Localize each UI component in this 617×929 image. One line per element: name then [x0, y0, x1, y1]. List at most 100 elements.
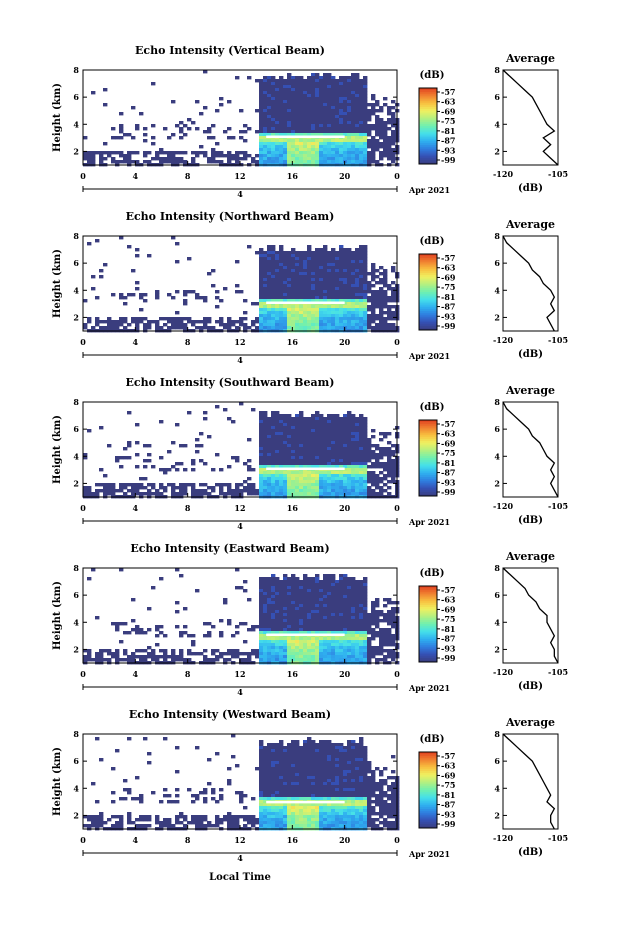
colorbar-band	[419, 297, 437, 301]
colorbar-tick-label: -57	[441, 87, 455, 97]
panel-3: Echo Intensity (Southward Beam) 2 4 6 8 Heigh…	[52, 376, 568, 531]
average-x-tick-label: -105	[548, 169, 568, 179]
average-frame	[502, 401, 559, 498]
colorbar-band	[419, 437, 437, 440]
panel-title: Echo Intensity (Vertical Beam)	[135, 44, 325, 57]
colorbar-band	[419, 118, 437, 121]
colorbar-tick-label: -63	[441, 97, 456, 107]
colorbar-band	[419, 148, 437, 152]
colorbar-unit: (dB)	[420, 70, 445, 81]
colorbar-band	[419, 478, 437, 482]
colorbar-band	[419, 799, 437, 802]
colorbar-tick-label: -99	[441, 487, 456, 497]
colorbar-band	[419, 820, 437, 823]
colorbar-band	[419, 162, 437, 165]
panel-5: Echo Intensity (Westward Beam) 2 4 6 8 Height…	[52, 708, 568, 863]
colorbar-band	[419, 257, 437, 261]
colorbar-band	[419, 591, 437, 595]
colorbar-band	[419, 259, 437, 263]
colorbar-band	[419, 595, 437, 598]
colorbar-band	[419, 589, 437, 593]
colorbar-tick-label: -57	[441, 419, 455, 429]
colorbar-band	[419, 129, 437, 133]
colorbar-band	[419, 620, 437, 623]
colorbar-tick-label: -75	[441, 780, 455, 790]
panel-title: Echo Intensity (Southward Beam)	[126, 376, 335, 389]
x-tick-label: 16	[287, 669, 299, 679]
colorbar-band	[419, 429, 437, 432]
colorbar-frame	[418, 253, 438, 331]
colorbar-band	[419, 597, 437, 600]
colorbar-band	[419, 114, 437, 117]
colorbar-band	[419, 606, 437, 610]
colorbar-tick-label: -75	[441, 614, 455, 624]
colorbar-band	[419, 456, 437, 459]
colorbar-tick-label: -57	[441, 585, 455, 595]
colorbar-band	[419, 433, 437, 436]
colorbar-tick-label: -99	[441, 155, 456, 165]
bright-band	[266, 301, 345, 304]
x-tick-label: 0	[394, 503, 400, 513]
date-label: 4	[237, 189, 243, 199]
colorbar-band	[419, 463, 437, 467]
y-tick-label: 4	[73, 285, 79, 295]
y-tick-label: 4	[73, 451, 79, 461]
colorbar-band	[419, 814, 437, 818]
colorbar-band	[419, 431, 437, 434]
colorbar-band	[419, 318, 437, 321]
colorbar-band	[419, 807, 437, 810]
x-tick-label: 20	[339, 171, 351, 181]
colorbar-band	[419, 158, 437, 161]
colorbar-band	[419, 593, 437, 596]
colorbar-band	[419, 427, 437, 430]
colorbar-band	[419, 765, 437, 768]
colorbar-band	[419, 127, 437, 131]
date-label: 4	[237, 521, 243, 531]
colorbar-band	[419, 309, 437, 312]
date-label: 4	[237, 687, 243, 697]
colorbar-band	[419, 425, 437, 429]
colorbar-frame	[418, 87, 438, 165]
x-tick-label: 4	[133, 835, 139, 845]
x-tick-label: 20	[339, 503, 351, 513]
colorbar-band	[419, 305, 437, 308]
colorbar-band	[419, 810, 437, 814]
echo-heatmap	[83, 402, 400, 499]
colorbar-band	[419, 112, 437, 116]
average-y-tick-label: 4	[494, 451, 500, 461]
colorbar-tick-label: -93	[441, 643, 456, 653]
x-tick-label: 16	[287, 503, 299, 513]
colorbar-band	[419, 292, 437, 295]
average-y-tick-label: 6	[494, 424, 500, 434]
colorbar-band	[419, 795, 437, 799]
x-tick-label: 8	[185, 835, 191, 845]
colorbar-band	[419, 299, 437, 302]
average-y-tick-label: 8	[494, 729, 500, 739]
colorbar-band	[419, 763, 437, 766]
colorbar-band	[419, 311, 437, 314]
y-tick-label: 6	[73, 756, 79, 766]
average-title: Average	[505, 384, 555, 397]
colorbar-band	[419, 488, 437, 491]
colorbar-band	[419, 126, 437, 129]
colorbar-tick-label: -57	[441, 751, 455, 761]
x-tick-label: 0	[394, 669, 400, 679]
colorbar-tick-label: -69	[441, 438, 456, 448]
average-y-tick-label: 4	[494, 285, 500, 295]
colorbar-tick-label: -87	[441, 136, 455, 146]
colorbar-band	[419, 480, 437, 484]
colorbar-band	[419, 484, 437, 487]
colorbar-band	[419, 618, 437, 621]
x-tick-label: 0	[394, 337, 400, 347]
y-tick-label: 6	[73, 590, 79, 600]
colorbar-tick-label: -63	[441, 429, 456, 439]
y-tick-label: 2	[73, 478, 79, 488]
colorbar-band	[419, 89, 437, 93]
x-tick-label: 16	[287, 171, 299, 181]
panel-1: Echo Intensity (Vertical Beam) 2 4 6 8 Height…	[52, 44, 568, 199]
colorbar-band	[419, 603, 437, 606]
colorbar-band	[419, 274, 437, 278]
colorbar-band	[419, 320, 437, 323]
colorbar-band	[419, 448, 437, 451]
colorbar-band	[419, 91, 437, 95]
